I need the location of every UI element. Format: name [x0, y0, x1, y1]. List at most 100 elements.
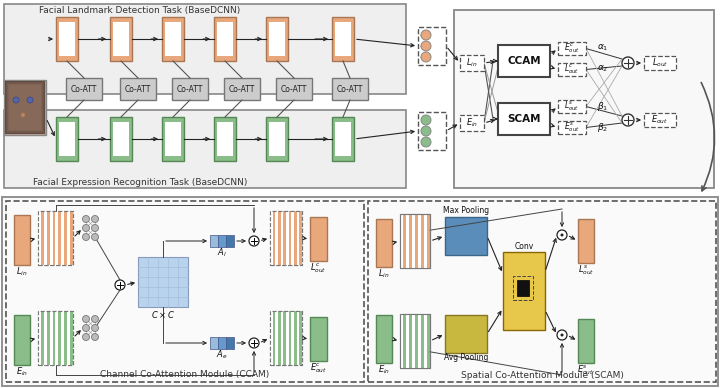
Circle shape: [421, 30, 431, 40]
Bar: [284, 311, 286, 365]
Bar: [64, 211, 67, 265]
Bar: [269, 122, 285, 156]
Bar: [55, 211, 58, 265]
Text: $L_{in}$: $L_{in}$: [466, 57, 478, 69]
Circle shape: [27, 97, 33, 103]
Bar: [275, 211, 278, 265]
Bar: [278, 211, 281, 265]
Bar: [217, 22, 233, 56]
Bar: [55, 311, 58, 365]
Text: $C\times C$: $C\times C$: [151, 310, 175, 321]
Text: $E_{out}$: $E_{out}$: [652, 114, 669, 126]
Bar: [270, 211, 302, 265]
Bar: [172, 78, 208, 100]
Bar: [38, 311, 73, 365]
Text: $\alpha_1$: $\alpha_1$: [597, 43, 608, 53]
Bar: [400, 214, 430, 268]
Bar: [297, 211, 300, 265]
Bar: [59, 22, 75, 56]
Bar: [5, 81, 45, 134]
Bar: [332, 117, 354, 161]
Bar: [58, 311, 61, 365]
Bar: [14, 215, 30, 265]
Bar: [409, 214, 412, 268]
Text: $L^s_{out}$: $L^s_{out}$: [564, 100, 580, 113]
Text: $E_{in}$: $E_{in}$: [466, 117, 478, 129]
Bar: [289, 311, 292, 365]
Text: Co-ATT: Co-ATT: [177, 84, 203, 93]
Bar: [403, 314, 406, 368]
Bar: [4, 110, 406, 188]
Circle shape: [83, 315, 89, 322]
Bar: [292, 211, 294, 265]
Circle shape: [560, 333, 564, 336]
Text: Channel Co-Attention Module (CCAM): Channel Co-Attention Module (CCAM): [100, 370, 269, 380]
Text: $E_{in}$: $E_{in}$: [378, 364, 390, 376]
Bar: [162, 17, 184, 61]
Bar: [273, 311, 275, 365]
Bar: [61, 311, 64, 365]
Circle shape: [421, 115, 431, 125]
Bar: [498, 103, 550, 135]
Text: $E_{in}$: $E_{in}$: [16, 366, 28, 378]
Text: Co-ATT: Co-ATT: [337, 84, 363, 93]
Bar: [6, 82, 44, 133]
Bar: [558, 42, 586, 55]
Bar: [376, 315, 392, 363]
Circle shape: [13, 97, 19, 103]
Text: Spatial Co-Attention Module (SCAM): Spatial Co-Attention Module (SCAM): [461, 370, 624, 380]
Text: CCAM: CCAM: [507, 56, 541, 66]
Bar: [421, 314, 424, 368]
Bar: [44, 311, 47, 365]
Bar: [421, 214, 424, 268]
Bar: [210, 235, 218, 247]
Bar: [6, 201, 364, 382]
Bar: [578, 319, 594, 363]
Bar: [270, 311, 273, 365]
Text: Facial Expression Recognition Task (BaseDCNN): Facial Expression Recognition Task (Base…: [33, 177, 247, 186]
Bar: [47, 211, 50, 265]
Bar: [275, 311, 278, 365]
Text: $\beta_2$: $\beta_2$: [597, 121, 608, 133]
Text: Co-ATT: Co-ATT: [281, 84, 307, 93]
Circle shape: [83, 333, 89, 340]
Bar: [406, 314, 409, 368]
Bar: [14, 315, 30, 365]
Bar: [162, 117, 184, 161]
Bar: [38, 211, 41, 265]
Bar: [113, 122, 129, 156]
Bar: [281, 311, 284, 365]
Bar: [138, 257, 188, 307]
Text: SCAM: SCAM: [508, 114, 541, 124]
Bar: [294, 311, 297, 365]
Bar: [270, 311, 302, 365]
Bar: [266, 117, 288, 161]
Bar: [418, 314, 421, 368]
Circle shape: [91, 216, 99, 223]
Circle shape: [421, 126, 431, 136]
Bar: [424, 214, 427, 268]
Text: $\alpha_2$: $\alpha_2$: [597, 64, 608, 74]
Text: Conv: Conv: [514, 242, 534, 251]
Bar: [460, 55, 484, 71]
Bar: [270, 211, 302, 265]
Bar: [578, 219, 594, 263]
Bar: [558, 100, 586, 113]
Bar: [513, 276, 533, 300]
Bar: [297, 311, 300, 365]
Bar: [61, 211, 64, 265]
Text: $E^s_{out}$: $E^s_{out}$: [564, 121, 580, 134]
Circle shape: [91, 224, 99, 231]
Bar: [165, 122, 181, 156]
Bar: [300, 311, 302, 365]
Circle shape: [91, 324, 99, 331]
Bar: [292, 311, 294, 365]
Bar: [266, 17, 288, 61]
Bar: [644, 113, 676, 127]
Bar: [38, 211, 73, 265]
Text: Facial Landmark Detection Task (BaseDCNN): Facial Landmark Detection Task (BaseDCNN…: [40, 5, 240, 14]
Bar: [270, 311, 302, 365]
Circle shape: [83, 324, 89, 331]
Text: $L_{out}$: $L_{out}$: [652, 57, 668, 69]
Circle shape: [91, 333, 99, 340]
